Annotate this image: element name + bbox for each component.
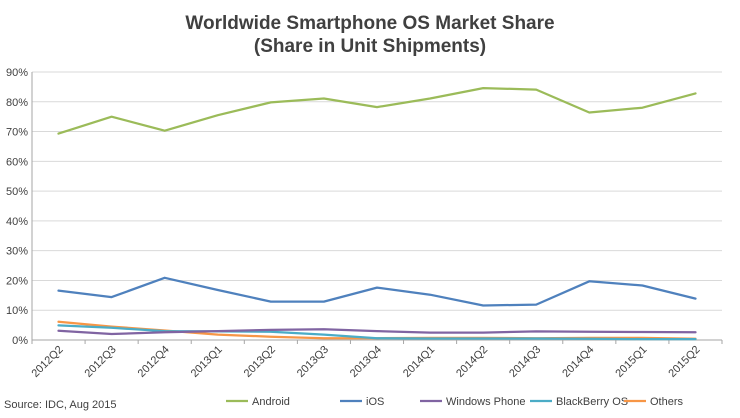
- y-tick-label: 90%: [6, 67, 28, 79]
- y-tick-label: 50%: [6, 186, 28, 198]
- series-lines: [57, 86, 697, 341]
- y-tick-label: 30%: [6, 246, 28, 258]
- x-tick-label: 2015Q1: [613, 344, 649, 380]
- series-line-windows-phone: [57, 328, 697, 336]
- y-axis: 0% 10% 20% 30% 40% 50% 60% 70% 80% 90%: [6, 67, 33, 347]
- legend-label-windows-phone: Windows Phone: [446, 396, 526, 408]
- x-tick-label: 2012Q4: [136, 344, 172, 380]
- y-tick-label: 10%: [6, 305, 28, 317]
- x-tick-label: 2014Q2: [454, 344, 490, 380]
- x-tick-label: 2013Q1: [189, 344, 225, 380]
- x-tick-label: 2014Q4: [560, 344, 596, 380]
- legend-label-blackberry-os: BlackBerry OS: [556, 396, 628, 408]
- y-tick-label: 40%: [6, 216, 28, 228]
- legend-label-others: Others: [650, 396, 684, 408]
- x-tick-label: 2014Q1: [401, 344, 437, 380]
- legend: Android iOS Windows Phone BlackBerry OS Othe…: [226, 396, 684, 408]
- y-tick-label: 80%: [6, 97, 28, 109]
- chart-subtitle: (Share in Unit Shipments): [254, 36, 486, 57]
- gridlines: [32, 71, 722, 341]
- y-tick-label: 70%: [6, 127, 28, 139]
- y-tick-label: 20%: [6, 275, 28, 287]
- source-note: Source: IDC, Aug 2015: [4, 399, 117, 411]
- x-tick-label: 2014Q3: [507, 344, 543, 380]
- x-tick-label: 2012Q3: [83, 344, 119, 380]
- legend-label-ios: iOS: [366, 396, 384, 408]
- y-tick-label: 60%: [6, 156, 28, 168]
- x-tick-label: 2013Q3: [295, 344, 331, 380]
- x-tick-label: 2015Q2: [666, 344, 702, 380]
- series-line-android: [57, 86, 697, 135]
- x-tick-label: 2013Q2: [242, 344, 278, 380]
- legend-label-android: Android: [252, 396, 290, 408]
- x-axis: 2012Q2 2012Q3 2012Q4 2013Q1 2013Q2 2013Q3 2013…: [29, 339, 723, 380]
- y-tick-label: 0%: [12, 335, 28, 347]
- series-line-blackberry-os: [57, 324, 697, 341]
- x-tick-label: 2012Q2: [29, 344, 65, 380]
- chart-title: Worldwide Smartphone OS Market Share: [185, 13, 554, 34]
- x-tick-label: 2013Q4: [348, 344, 384, 380]
- series-line-ios: [57, 276, 697, 307]
